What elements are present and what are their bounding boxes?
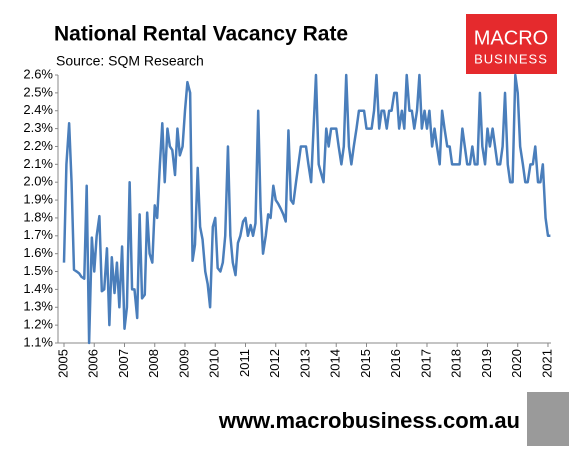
x-tick-label: 2014 [328, 349, 343, 378]
y-tick-label: 1.7% [23, 227, 53, 242]
y-tick-label: 1.1% [23, 334, 53, 349]
x-tick-label: 2007 [116, 349, 131, 378]
chart-subtitle: Source: SQM Research [56, 53, 204, 69]
x-tick-label: 2011 [237, 349, 252, 377]
y-tick-label: 1.8% [23, 209, 53, 224]
y-tick-label: 1.4% [23, 281, 53, 296]
y-tick-label: 2.5% [23, 84, 53, 99]
y-tick-label: 1.3% [23, 299, 53, 314]
x-tick-label: 2019 [479, 349, 494, 378]
x-tick-label: 2013 [297, 349, 312, 378]
y-tick-label: 2.0% [23, 174, 53, 189]
y-tick-label: 2.2% [23, 138, 53, 153]
y-tick-label: 1.6% [23, 245, 53, 260]
x-tick-label: 2015 [358, 349, 373, 378]
y-tick-label: 1.5% [23, 263, 53, 278]
x-tick-label: 2012 [267, 349, 282, 378]
x-tick-label: 2005 [55, 349, 70, 378]
y-tick-label: 1.2% [23, 317, 53, 332]
x-tick-label: 2020 [509, 349, 524, 378]
logo-text: BUSINESS [474, 51, 548, 66]
x-tick-label: 2017 [418, 349, 433, 378]
x-tick-label: 2009 [176, 349, 191, 378]
y-tick-label: 2.3% [23, 120, 53, 135]
x-tick-label: 2021 [539, 349, 554, 378]
x-tick-label: 2016 [388, 349, 403, 378]
x-tick-label: 2018 [449, 349, 464, 378]
y-tick-label: 1.9% [23, 192, 53, 207]
x-tick-label: 2010 [207, 349, 222, 378]
y-tick-label: 2.1% [23, 156, 53, 171]
y-tick-label: 2.6% [23, 66, 53, 81]
chart-title: National Rental Vacancy Rate [54, 23, 348, 46]
logo-box [466, 14, 557, 74]
footer-url: www.macrobusiness.com.au [218, 408, 520, 433]
y-tick-label: 2.4% [23, 102, 53, 117]
data-line [62, 73, 551, 345]
x-tick-label: 2008 [146, 349, 161, 378]
logo-image [527, 392, 569, 446]
x-tick-label: 2006 [86, 349, 101, 378]
logo-text: MACRO [474, 27, 548, 49]
